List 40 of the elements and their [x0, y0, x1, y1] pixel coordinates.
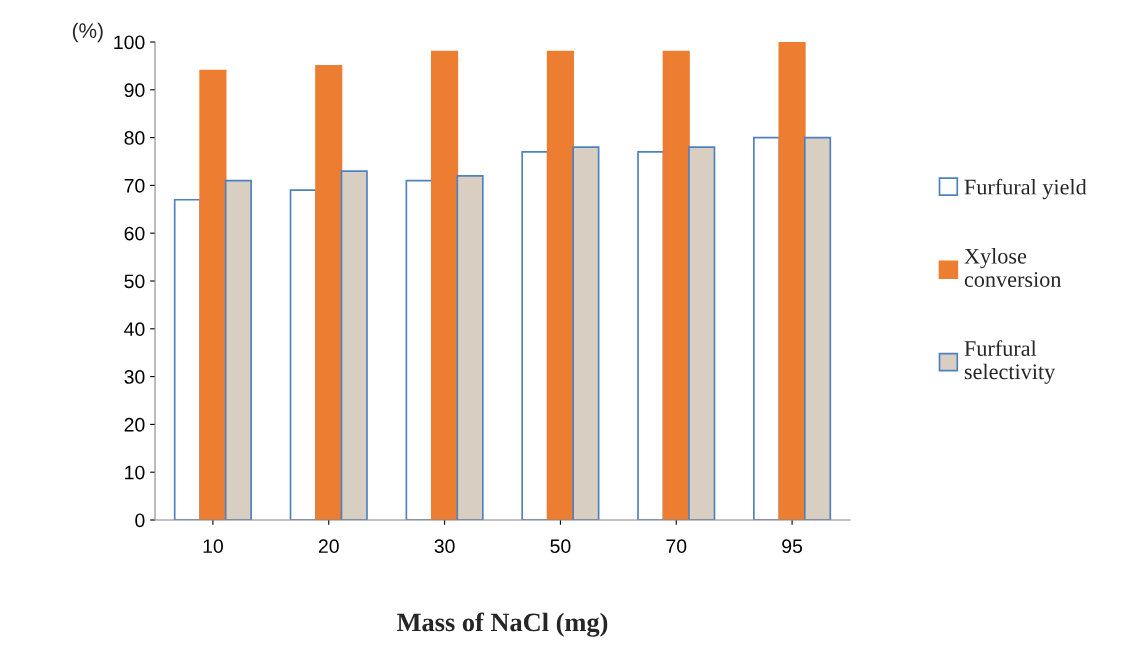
bar: [199, 69, 227, 520]
x-tick-label: 95: [782, 539, 803, 554]
bar: [521, 151, 549, 520]
y-tick-label: 30: [124, 370, 145, 384]
y-axis-title: (%): [72, 22, 103, 43]
bar: [572, 146, 600, 520]
x-tick-label: 10: [203, 539, 223, 554]
bar: [662, 50, 690, 520]
y-tick-label: 60: [124, 226, 145, 241]
bar: [456, 175, 484, 520]
bar: [405, 179, 433, 520]
bar: [289, 189, 317, 520]
bar: [546, 50, 574, 520]
y-tick-label: 10: [125, 465, 145, 480]
x-tick-label: 20: [318, 539, 339, 554]
bar: [753, 136, 781, 520]
bar: [778, 42, 806, 520]
bar: [637, 151, 665, 520]
y-tick-label: 70: [124, 178, 145, 193]
legend-label: Furfural selectivity: [964, 340, 1056, 384]
legend-label: Furfural yield: [964, 178, 1087, 200]
bar: [173, 198, 202, 520]
bar: [688, 146, 716, 520]
bar: [340, 170, 368, 520]
x-axis-title: Mass of NaCl (mg): [397, 612, 608, 637]
y-tick-label: 100: [114, 35, 145, 50]
x-tick-label: 30: [434, 539, 455, 554]
y-tick-label: 20: [124, 417, 145, 432]
y-tick-label: 90: [124, 83, 145, 98]
y-tick-label: 40: [124, 322, 145, 337]
bar: [803, 136, 832, 520]
bar: [224, 179, 252, 520]
y-tick-label: 80: [124, 131, 145, 145]
x-tick-label: 50: [550, 539, 571, 554]
bar: [315, 65, 343, 520]
bar: [431, 50, 459, 520]
legend-label: Xylose conversion: [964, 248, 1062, 287]
y-tick-label: 0: [135, 513, 145, 528]
y-tick-label: 50: [124, 274, 145, 289]
x-tick-label: 70: [666, 539, 687, 554]
